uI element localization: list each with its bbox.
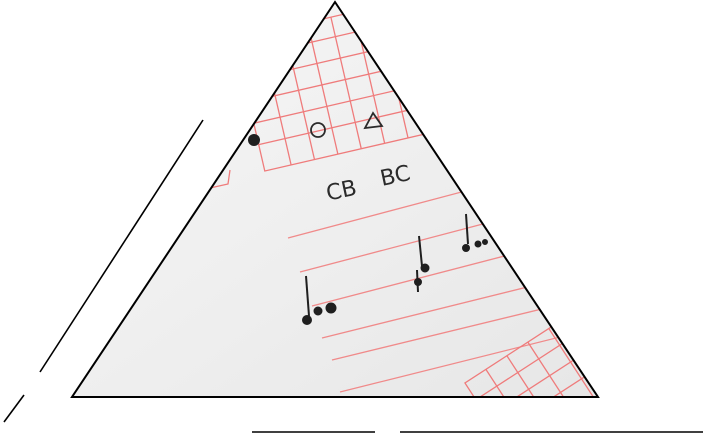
label-cb: CB <box>324 176 359 207</box>
open-triangle-symbol <box>363 111 384 130</box>
triangle-photo: CB BC <box>72 2 598 397</box>
left-grid-fragment <box>209 169 231 189</box>
filled-dot-symbol <box>248 134 260 146</box>
diagonal-line-left <box>39 119 204 373</box>
rhythm-notes <box>302 213 488 325</box>
triangle-frame <box>70 0 600 398</box>
open-circle-symbol <box>310 122 326 138</box>
label-bc: BC <box>378 161 413 192</box>
exterior-lines <box>3 119 703 433</box>
diagonal-line-left-short <box>3 394 25 423</box>
